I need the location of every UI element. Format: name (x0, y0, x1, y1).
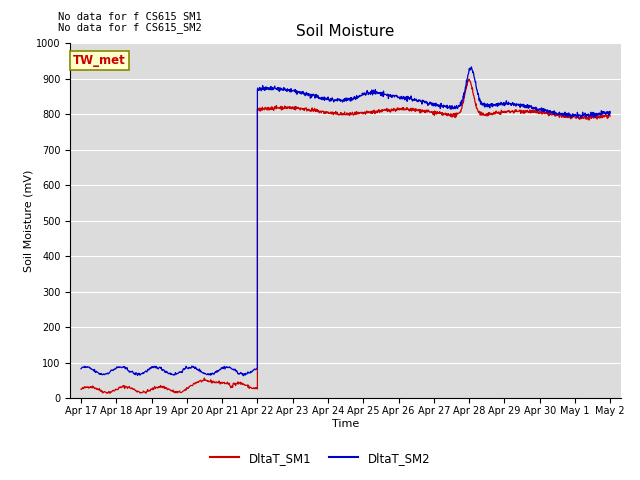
DltaT_SM2 (228, 366, 236, 372)
Legend: DltaT_SM1, DltaT_SM2: DltaT_SM1, DltaT_SM2 (205, 447, 435, 469)
Y-axis label: Soil Moisture (mV): Soil Moisture (mV) (24, 169, 33, 272)
DltaT_SM1 (103, 391, 111, 396)
DltaT_SM2 (564, 111, 572, 117)
DltaT_SM2 (473, 87, 481, 93)
DltaT_SM1 (564, 114, 572, 120)
DltaT_SM2 (497, 100, 504, 106)
DltaT_SM2 (468, 64, 476, 70)
Text: No data for f CS615 SM1: No data for f CS615 SM1 (58, 12, 202, 22)
DltaT_SM1 (497, 111, 504, 117)
Text: No data for f CS615_SM2: No data for f CS615_SM2 (58, 22, 202, 33)
DltaT_SM1 (515, 108, 523, 114)
DltaT_SM1 (228, 384, 236, 390)
DltaT_SM1 (465, 76, 473, 82)
DltaT_SM2 (77, 366, 85, 372)
Line: DltaT_SM1: DltaT_SM1 (81, 79, 610, 394)
Title: Soil Moisture: Soil Moisture (296, 24, 395, 39)
DltaT_SM2 (606, 110, 614, 116)
X-axis label: Time: Time (332, 419, 359, 429)
DltaT_SM2 (515, 102, 523, 108)
Line: DltaT_SM2: DltaT_SM2 (81, 67, 610, 376)
DltaT_SM2 (239, 373, 247, 379)
Text: TW_met: TW_met (73, 54, 126, 67)
DltaT_SM1 (606, 113, 614, 119)
DltaT_SM1 (77, 386, 85, 392)
DltaT_SM2 (486, 102, 494, 108)
DltaT_SM1 (473, 105, 481, 110)
DltaT_SM1 (486, 110, 494, 116)
